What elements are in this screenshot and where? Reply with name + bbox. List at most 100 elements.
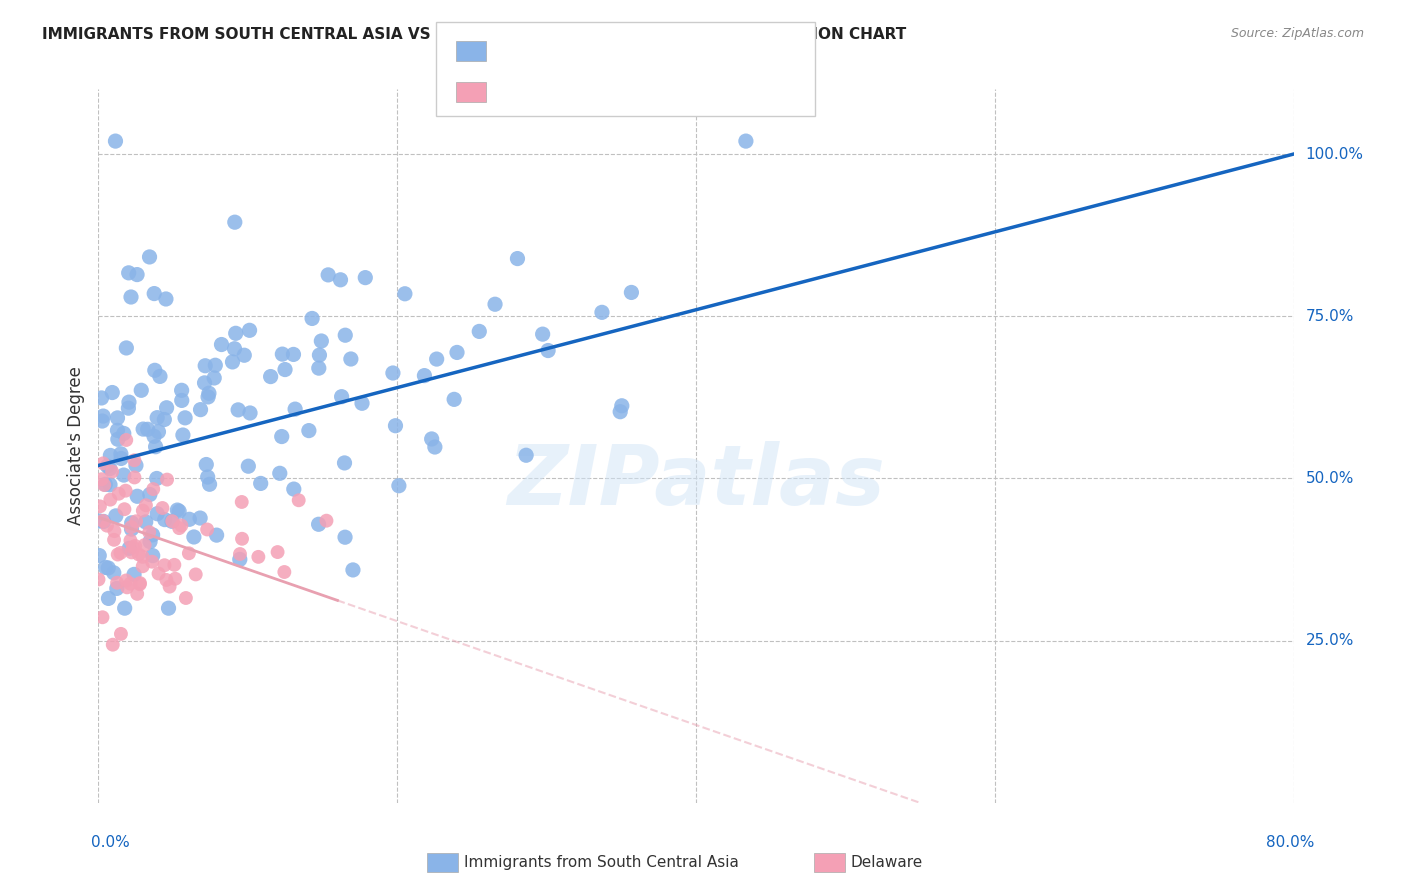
Text: 67: 67 [661,83,683,101]
Point [142,528,165,542]
Point [283,347,305,361]
Point [162,514,184,528]
Point [110,447,132,461]
Point [198,477,221,491]
Point [229,547,252,561]
Point [91,514,114,528]
Point [269,467,291,481]
Point [468,325,491,339]
Point [124,539,146,553]
Point [270,429,292,443]
Point [153,412,176,426]
Point [89,549,111,563]
Point [135,515,157,529]
Point [118,395,141,409]
Point [298,424,321,438]
Point [98,461,121,475]
Point [101,465,124,479]
Point [91,610,114,624]
Point [122,541,145,555]
Point [620,285,643,300]
Point [148,566,170,581]
Point [110,546,132,560]
Point [155,292,177,306]
Point [112,468,135,483]
Point [308,361,330,376]
Point [233,348,256,362]
Point [132,503,155,517]
Point [591,305,613,319]
Point [333,456,356,470]
Point [143,429,166,443]
Point [107,411,129,425]
Point [183,530,205,544]
Point [114,601,136,615]
Point [205,528,228,542]
Point [114,502,136,516]
Point [94,560,117,574]
Point [93,515,115,529]
Point [105,582,128,596]
Text: 50.0%: 50.0% [1306,471,1354,486]
Point [155,401,177,415]
Point [163,558,186,572]
Point [141,555,163,569]
Point [238,459,260,474]
Point [157,601,180,615]
Point [266,545,288,559]
Point [104,134,127,148]
Text: 140: 140 [651,42,686,60]
Point [156,473,179,487]
Point [340,351,363,366]
Point [105,575,128,590]
Point [283,482,305,496]
Point [129,576,152,591]
Point [426,352,449,367]
Point [127,587,149,601]
Point [231,495,253,509]
Point [139,534,162,549]
Point [202,371,225,385]
Point [89,514,111,528]
Point [125,268,148,282]
Point [125,514,148,528]
Point [142,482,165,496]
Point [194,359,217,373]
Point [120,533,142,548]
Point [152,501,174,516]
Point [165,572,187,586]
Point [170,393,193,408]
Point [120,290,142,304]
Point [135,498,157,512]
Y-axis label: Associate's Degree: Associate's Degree [66,367,84,525]
Point [103,533,125,547]
Text: 0.569: 0.569 [534,42,586,60]
Point [103,524,125,538]
Point [443,392,465,407]
Text: 25.0%: 25.0% [1306,633,1354,648]
Point [329,273,352,287]
Point [101,385,124,400]
Point [143,363,166,377]
Point [188,511,211,525]
Point [91,456,114,470]
Point [308,348,330,362]
Point [153,513,176,527]
Point [124,453,146,467]
Point [274,362,297,376]
Point [100,449,122,463]
Point [112,426,135,441]
Point [515,448,537,462]
Point [97,591,120,606]
Point [93,478,115,492]
Point [225,326,247,341]
Point [388,479,411,493]
Point [120,576,142,591]
Point [204,358,226,372]
Point [110,627,132,641]
Point [139,487,162,501]
Point [98,477,121,491]
Point [115,574,138,588]
Point [167,504,190,518]
Text: R =: R = [492,42,529,60]
